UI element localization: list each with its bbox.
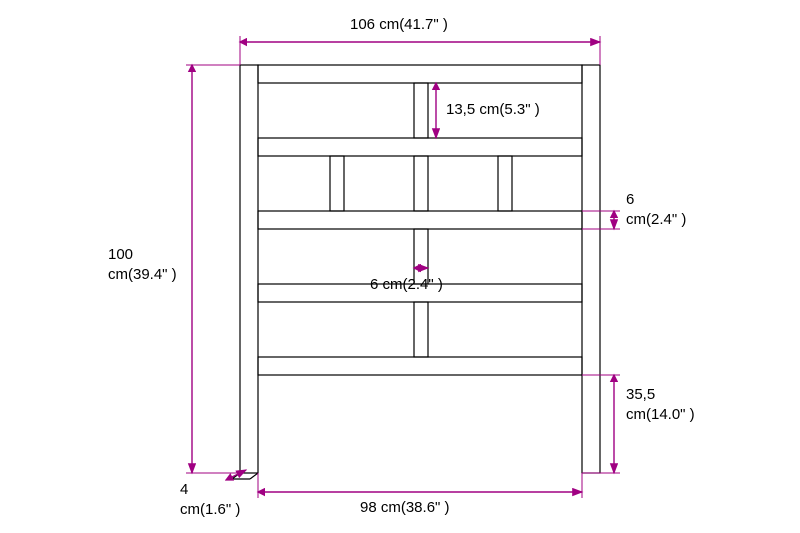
label-left-height: 100 cm(39.4" ): [108, 245, 177, 284]
label-depth-l1: 4: [180, 481, 188, 498]
label-leg-h: 35,5 cm(14.0" ): [626, 385, 695, 424]
diagram-stage: 106 cm(41.7" ) 100 cm(39.4" ) 13,5 cm(5.…: [0, 0, 800, 533]
label-leg-h-l2: cm(14.0" ): [626, 406, 695, 423]
label-depth-l2: cm(1.6" ): [180, 501, 240, 518]
label-left-height-l1: 100: [108, 246, 133, 263]
label-top-width: 106 cm(41.7" ): [350, 15, 448, 35]
label-left-height-l2: cm(39.4" ): [108, 266, 177, 283]
label-inner-w: 98 cm(38.6" ): [360, 498, 450, 518]
label-rail-h-l2: cm(2.4" ): [626, 211, 686, 228]
label-depth: 4 cm(1.6" ): [180, 480, 240, 519]
label-rail-h-l1: 6: [626, 191, 634, 208]
label-stile-w: 6 cm(2.4" ): [370, 275, 443, 295]
label-leg-h-l1: 35,5: [626, 386, 655, 403]
label-slat-gap: 13,5 cm(5.3" ): [446, 100, 540, 120]
label-rail-h: 6 cm(2.4" ): [626, 190, 686, 229]
